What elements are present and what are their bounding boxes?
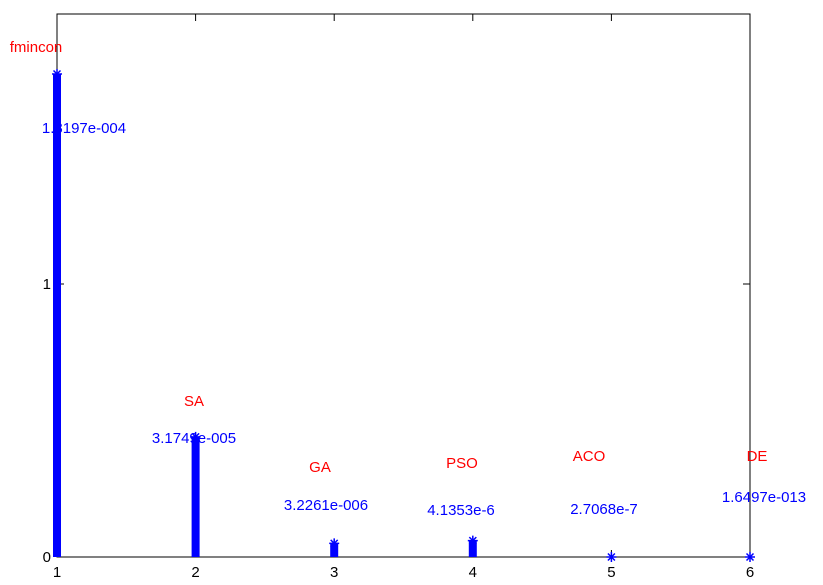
star-marker bbox=[190, 431, 201, 442]
method-label: ACO bbox=[573, 448, 606, 465]
method-label: DE bbox=[747, 448, 768, 465]
x-tick-label: 2 bbox=[191, 564, 199, 581]
value-label: 1.8197e-004 bbox=[42, 120, 126, 137]
value-label: 2.7068e-7 bbox=[570, 501, 638, 518]
method-label: GA bbox=[309, 459, 331, 476]
value-label: 4.1353e-6 bbox=[427, 502, 495, 519]
method-label: fmincon bbox=[10, 39, 63, 56]
value-label: 3.1749e-005 bbox=[152, 430, 236, 447]
method-label: PSO bbox=[446, 455, 478, 472]
bars bbox=[52, 69, 755, 562]
method-label: SA bbox=[184, 393, 204, 410]
star-marker bbox=[52, 69, 62, 79]
x-tick-label: 1 bbox=[53, 564, 61, 581]
star-marker bbox=[467, 535, 478, 546]
x-tick-label: 6 bbox=[746, 564, 754, 581]
star-marker bbox=[329, 538, 340, 549]
x-tick-label: 3 bbox=[330, 564, 338, 581]
y-tick-label: 0 bbox=[43, 549, 51, 566]
value-label: 3.2261e-006 bbox=[284, 497, 368, 514]
labels: fmincon 1.8197e-004 SA 3.1749e-005 GA 3.2261e… bbox=[10, 39, 806, 519]
plot-area bbox=[56, 13, 751, 558]
x-tick-label: 5 bbox=[607, 564, 615, 581]
value-label: 1.6497e-013 bbox=[722, 489, 806, 506]
star-marker bbox=[745, 552, 755, 562]
x-tick-label: 4 bbox=[469, 564, 477, 581]
star-marker bbox=[606, 552, 617, 562]
y-tick-label: 1 bbox=[43, 276, 51, 293]
